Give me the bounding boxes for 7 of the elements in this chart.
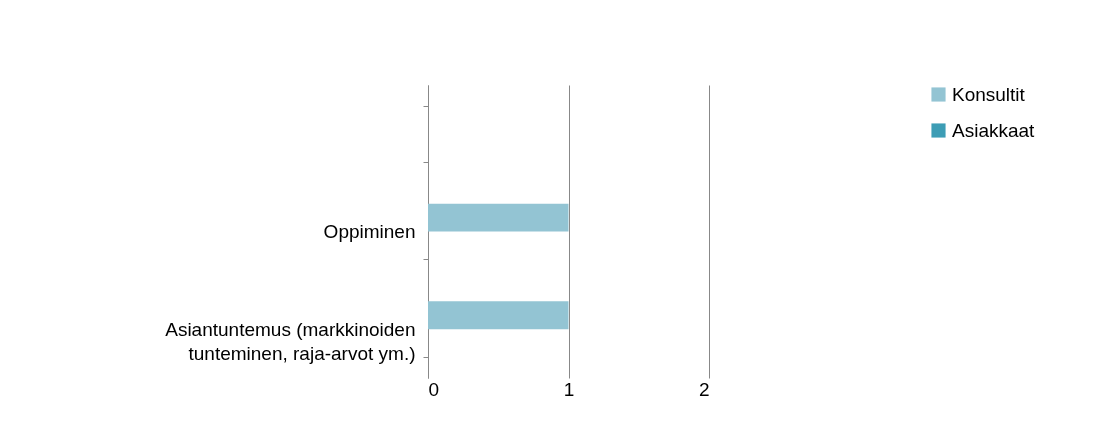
y-tick-label: Oppiminen: [323, 221, 416, 242]
x-tick-label: 0: [428, 378, 440, 400]
y-tick-label: Asiantuntemus (markkinoiden tunteminen, raja-arvot ym.): [165, 318, 416, 364]
x-tick-label: 1: [563, 378, 575, 400]
x-tick-label: 2: [698, 378, 710, 400]
legend-label: Konsultit: [952, 83, 1026, 105]
legend-label: Asiakkaat: [952, 119, 1036, 141]
